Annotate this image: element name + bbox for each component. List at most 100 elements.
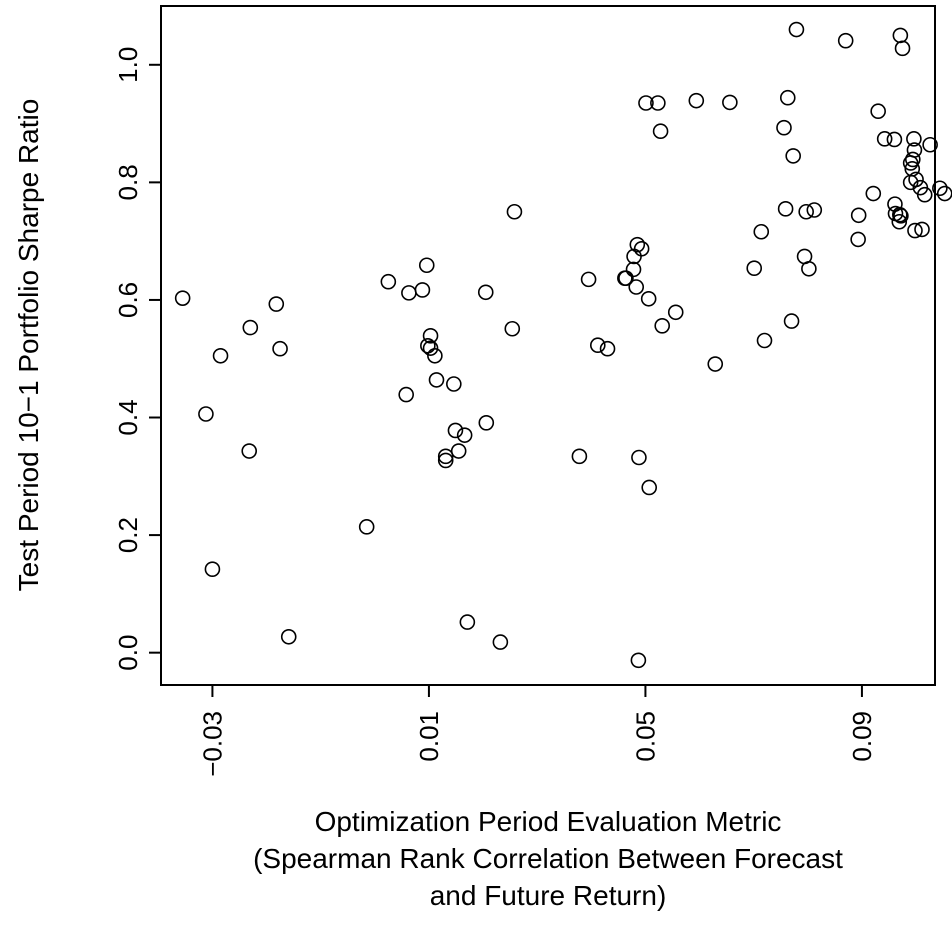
- data-point: [788, 21, 805, 38]
- data-point: [652, 123, 669, 140]
- data-point: [580, 271, 597, 288]
- data-point: [904, 161, 921, 177]
- data-point: [212, 347, 229, 364]
- data-point: [422, 327, 439, 344]
- data-point: [638, 95, 654, 111]
- data-point: [478, 415, 495, 431]
- data-point: [599, 340, 616, 357]
- data-point: [776, 119, 792, 136]
- y-tick-label: 0.2: [113, 517, 143, 553]
- data-point: [850, 231, 866, 248]
- data-point: [242, 319, 259, 336]
- x-tick-label: −0.03: [197, 711, 227, 777]
- data-point: [641, 479, 658, 496]
- x-axis-title-line: and Future Return): [430, 880, 667, 911]
- data-point: [477, 284, 494, 301]
- data-point: [268, 296, 285, 312]
- y-tick-label: 0.4: [113, 399, 143, 435]
- data-point: [650, 95, 666, 111]
- data-point: [654, 318, 671, 334]
- data-point: [753, 223, 770, 240]
- data-point: [504, 320, 521, 337]
- data-point: [358, 519, 375, 535]
- data-point: [906, 142, 923, 158]
- data-point: [746, 260, 763, 276]
- data-point: [447, 422, 464, 439]
- data-point: [625, 261, 642, 278]
- data-point: [916, 186, 933, 203]
- data-point: [779, 89, 796, 106]
- data-point: [492, 634, 509, 650]
- data-point: [906, 131, 922, 147]
- data-point: [905, 151, 921, 168]
- y-tick-label: 0.0: [113, 635, 143, 671]
- x-axis-title-line: (Spearman Rank Correlation Between Forec…: [253, 843, 843, 874]
- data-point: [932, 180, 948, 197]
- x-tick-label: 0.09: [847, 711, 877, 762]
- data-point: [198, 406, 214, 422]
- data-point: [589, 337, 606, 354]
- data-point: [398, 386, 414, 403]
- data-point: [459, 614, 476, 630]
- data-point: [422, 340, 439, 356]
- data-point: [280, 628, 297, 645]
- x-tick-label: 0.01: [414, 711, 444, 762]
- data-point: [640, 290, 657, 307]
- x-axis-title: Optimization Period Evaluation Metric (Sp…: [253, 806, 843, 911]
- data-point: [870, 103, 886, 120]
- data-point: [437, 452, 454, 469]
- data-point: [630, 652, 647, 669]
- y-tick-label: 1.0: [113, 47, 143, 83]
- data-point: [891, 213, 908, 230]
- data-point: [908, 171, 924, 188]
- data-point: [450, 443, 467, 459]
- x-axis: −0.03 0.01 0.05 0.09: [197, 685, 877, 777]
- data-point: [418, 257, 435, 274]
- data-point: [204, 561, 221, 577]
- data-point: [892, 206, 908, 223]
- data-point: [922, 136, 938, 153]
- data-point: [893, 208, 909, 224]
- data-point: [506, 203, 523, 220]
- data-point: [428, 372, 445, 388]
- data-point: [628, 279, 645, 295]
- data-point: [756, 332, 773, 349]
- data-point: [865, 185, 882, 202]
- data-point: [785, 148, 801, 164]
- y-axis-title: Test Period 10−1 Portfolio Sharpe Ratio: [13, 99, 44, 592]
- data-point: [850, 207, 867, 224]
- data-points: [174, 21, 952, 669]
- data-point: [722, 94, 738, 111]
- data-point: [427, 347, 443, 364]
- y-tick-label: 0.6: [113, 282, 143, 318]
- data-point: [707, 356, 724, 372]
- data-point: [798, 203, 814, 220]
- data-point: [272, 340, 288, 357]
- plot-frame: [160, 5, 936, 686]
- data-point: [806, 202, 823, 218]
- data-point: [894, 40, 911, 57]
- data-point: [914, 221, 930, 238]
- data-point: [886, 131, 903, 148]
- data-point: [174, 290, 191, 306]
- data-point: [629, 236, 646, 253]
- data-point: [777, 201, 794, 217]
- data-point: [241, 443, 258, 459]
- data-point: [907, 222, 923, 239]
- data-point: [876, 131, 893, 147]
- data-point: [456, 427, 473, 443]
- x-axis-title-line: Optimization Period Evaluation Metric: [315, 806, 782, 837]
- y-tick-label: 0.8: [113, 164, 143, 200]
- data-point: [801, 260, 817, 277]
- data-point: [401, 285, 417, 301]
- data-point: [571, 448, 588, 465]
- data-point: [837, 32, 854, 49]
- data-point: [667, 304, 684, 321]
- data-point: [380, 273, 397, 290]
- data-point: [783, 313, 800, 329]
- data-point: [633, 240, 650, 257]
- data-point: [446, 376, 462, 392]
- data-point: [414, 282, 431, 298]
- x-tick-label: 0.05: [630, 711, 660, 762]
